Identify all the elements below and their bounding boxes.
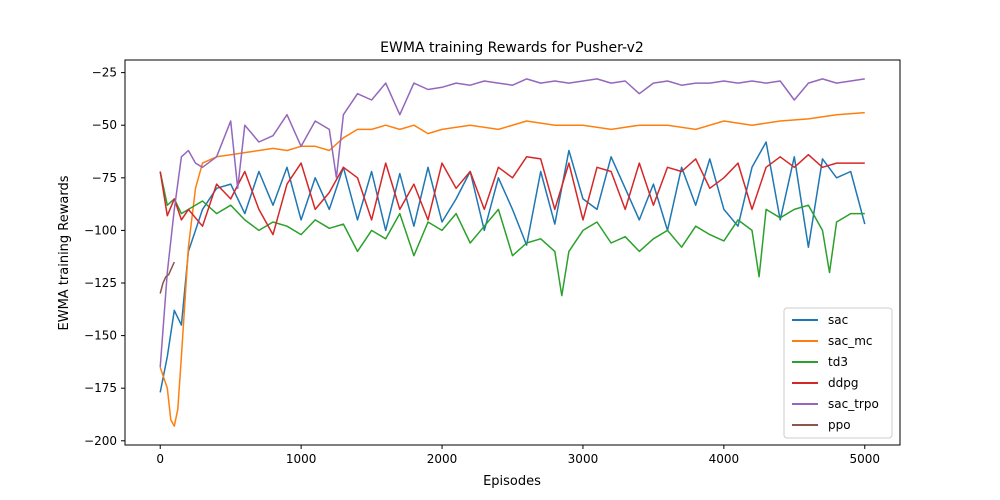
x-tick-label: 0: [156, 452, 164, 466]
y-tick-label: −50: [92, 118, 117, 132]
y-tick-label: −100: [84, 223, 117, 237]
legend-label-sac_mc: sac_mc: [828, 334, 873, 348]
y-tick-label: −25: [92, 66, 117, 80]
legend-label-ddpg: ddpg: [828, 376, 858, 390]
x-tick-label: 2000: [427, 452, 458, 466]
legend-label-sac_trpo: sac_trpo: [828, 397, 879, 411]
series-line-sac: [159, 141, 866, 393]
series-line-sac_mc: [159, 111, 865, 427]
x-tick-label: 3000: [568, 452, 599, 466]
series-line-sac_trpo: [159, 78, 865, 368]
y-tick-label: −150: [84, 329, 117, 343]
y-axis-label: EWMA training Rewards: [57, 175, 72, 330]
series-layer: [159, 78, 866, 427]
series-line-ddpg: [159, 153, 865, 236]
x-axis-label: Episodes: [483, 474, 541, 489]
x-tick-label: 5000: [849, 452, 880, 466]
plot-frame: [124, 59, 901, 446]
plot-area: [125, 60, 900, 445]
y-axis: −200 −175 −150 −125 −100 −75 −50 −25: [84, 66, 125, 448]
x-axis: 0 1000 2000 3000 4000 5000: [156, 445, 880, 466]
y-tick-label: −75: [92, 171, 117, 185]
series-line-ppo: [159, 261, 175, 294]
series-line-td3: [159, 171, 865, 297]
legend-label-ppo: ppo: [828, 418, 851, 432]
legend-label-sac: sac: [828, 313, 848, 327]
y-tick-label: −200: [84, 434, 117, 448]
y-tick-label: −125: [84, 276, 117, 290]
chart-title: EWMA training Rewards for Pusher-v2: [380, 40, 644, 56]
legend-label-td3: td3: [828, 355, 848, 369]
y-tick-label: −175: [84, 381, 117, 395]
x-tick-label: 4000: [709, 452, 740, 466]
x-tick-label: 1000: [286, 452, 317, 466]
